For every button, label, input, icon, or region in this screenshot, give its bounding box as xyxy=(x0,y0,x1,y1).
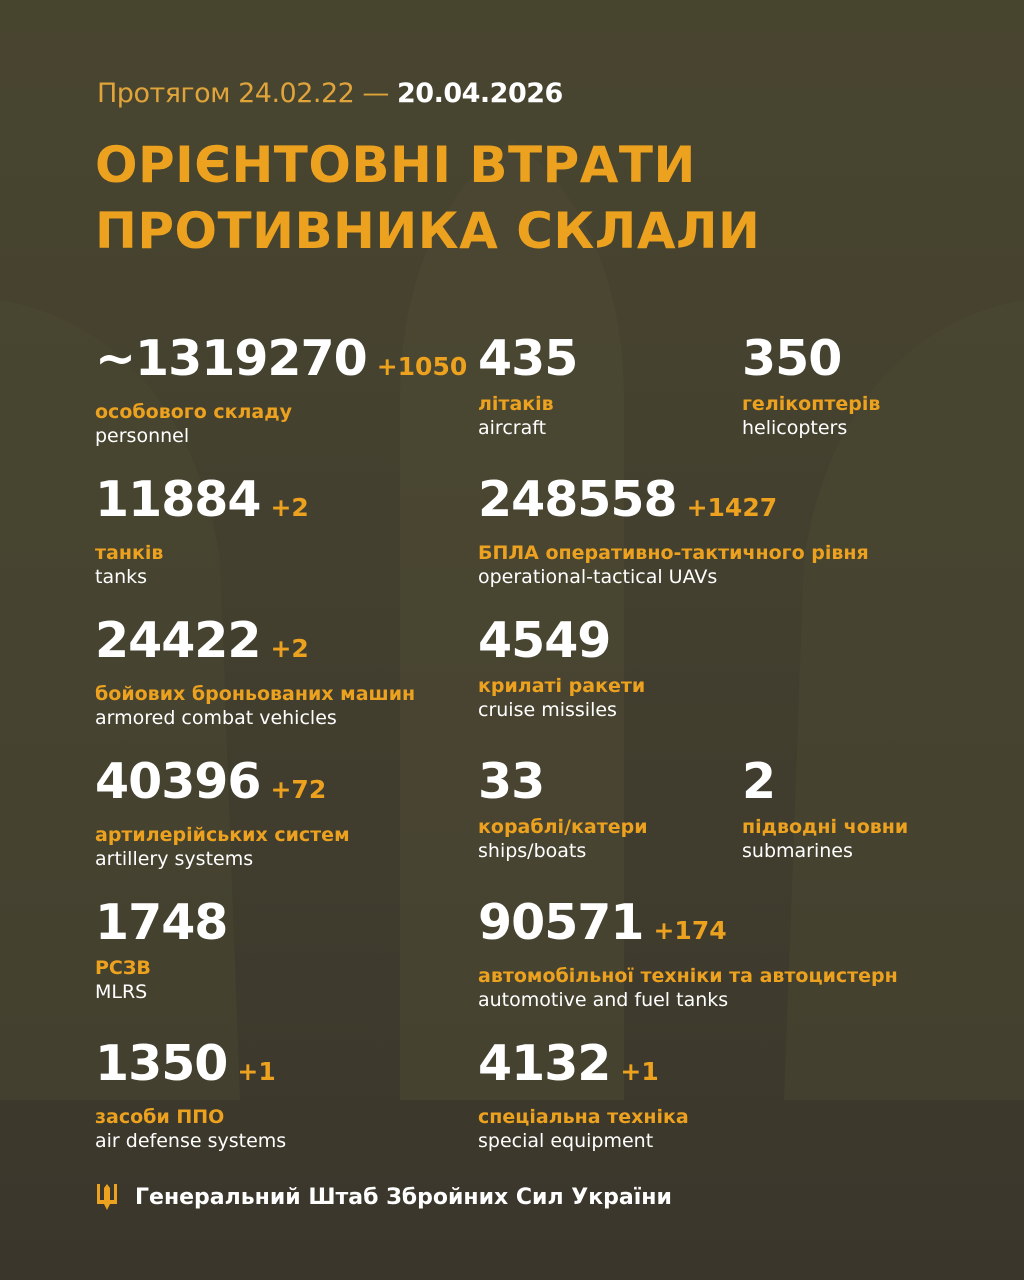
period-end: 20.04.2026 xyxy=(397,78,563,109)
trident-icon xyxy=(97,1184,117,1210)
stat-armored-combat-vehicles: 24422 +2 бойових броньованих машин armored … xyxy=(95,615,416,730)
stat-delta: +2 xyxy=(270,493,309,522)
stat-label-ua: гелікоптерів xyxy=(742,393,881,415)
stat-air-defense-systems: 1350 +1 засоби ППО air defense systems xyxy=(95,1038,287,1153)
stat-label-ua: бойових броньованих машин xyxy=(95,683,416,705)
stat-value: ~1319270 +1050 xyxy=(95,333,467,393)
title-line-1: ОРІЄНТОВНІ ВТРАТИ xyxy=(95,136,696,194)
stat-value: 24422 +2 xyxy=(95,615,415,675)
stat-label-ua: танків xyxy=(95,542,164,564)
value: 1350 xyxy=(95,1035,228,1092)
stat-label-ua: артилерійських систем xyxy=(95,824,350,846)
stat-delta: +1 xyxy=(620,1057,659,1086)
value: ~1319270 xyxy=(95,330,368,387)
stat-aircraft: 435 літаків aircraft xyxy=(478,330,578,440)
value: 33 xyxy=(478,753,545,810)
stat-label-en: operational-tactical UAVs xyxy=(478,566,718,588)
footer-text: Генеральний Штаб Збройних Сил України xyxy=(135,1184,672,1210)
stat-delta: +72 xyxy=(270,775,327,804)
value: 90571 xyxy=(478,894,644,951)
stat-personnel: ~1319270 +1050 особового складу personnel xyxy=(95,333,467,448)
value: 4132 xyxy=(478,1035,611,1092)
stat-value: 90571 +174 xyxy=(478,897,898,957)
stat-label-en: tanks xyxy=(95,566,148,588)
stat-label-en: ships/boats xyxy=(478,840,587,862)
stat-label-en: helicopters xyxy=(742,417,848,439)
title-line-2: ПРОТИВНИКА СКЛАЛИ xyxy=(95,202,761,260)
stat-tanks: 11884 +2 танків tanks xyxy=(95,474,309,589)
stat-label-ua: кораблі/катери xyxy=(478,816,648,838)
stat-artillery-systems: 40396 +72 артилерійських систем artillery s… xyxy=(95,756,350,871)
stat-label-ua: спеціальна техніка xyxy=(478,1106,689,1128)
stat-label-ua: РСЗВ xyxy=(95,957,151,979)
stat-value: 1748 xyxy=(95,894,228,951)
value: 4549 xyxy=(478,612,611,669)
stat-value: 248558 +1427 xyxy=(478,474,869,534)
stat-helicopters: 350 гелікоптерів helicopters xyxy=(742,333,881,440)
stat-label-ua: БПЛА оперативно-тактичного рівня xyxy=(478,542,869,564)
period-start: Протягом 24.02.22 — xyxy=(97,78,389,109)
stat-delta: +1 xyxy=(237,1057,276,1086)
stat-label-en: air defense systems xyxy=(95,1130,287,1152)
value: 11884 xyxy=(95,471,261,528)
stat-label-ua: літаків xyxy=(478,393,554,415)
value: 248558 xyxy=(478,471,678,528)
stat-label-en: cruise missiles xyxy=(478,699,617,721)
page-title: ОРІЄНТОВНІ ВТРАТИ ПРОТИВНИКА СКЛАЛИ xyxy=(95,132,760,264)
stat-label-ua: крилаті ракети xyxy=(478,675,646,697)
stat-delta: +2 xyxy=(270,634,309,663)
stat-special-equipment: 4132 +1 спеціальна техніка special equipmen… xyxy=(478,1038,689,1153)
stat-value: 4132 +1 xyxy=(478,1038,689,1098)
footer: Генеральний Штаб Збройних Сил України xyxy=(95,1182,672,1212)
stat-ships-boats: 33 кораблі/катери ships/boats xyxy=(478,756,648,863)
stat-label-ua: підводні човни xyxy=(742,816,909,838)
stat-value: 4549 xyxy=(478,615,645,667)
stat-label-en: automotive and fuel tanks xyxy=(478,989,729,1011)
stat-value: 11884 +2 xyxy=(95,474,309,534)
stat-label-en: MLRS xyxy=(95,981,148,1003)
stat-value: 1350 +1 xyxy=(95,1038,286,1098)
stat-label-en: submarines xyxy=(742,840,853,862)
stat-submarines: 2 підводні човни submarines xyxy=(742,756,909,863)
stat-value: 350 xyxy=(742,333,880,385)
stat-label-en: artillery systems xyxy=(95,848,254,870)
stat-value: 40396 +72 xyxy=(95,756,350,816)
value: 1748 xyxy=(95,894,228,951)
period: Протягом 24.02.22 — 20.04.2026 xyxy=(97,78,563,109)
stat-automotive-and-fuel-tanks: 90571 +174 автомобільної техніки та автоци… xyxy=(478,897,898,1012)
stat-label-ua: особового складу xyxy=(95,401,292,423)
stat-cruise-missiles: 4549 крилаті ракети cruise missiles xyxy=(478,615,646,722)
stat-delta: +1050 xyxy=(376,352,468,381)
value: 350 xyxy=(742,330,842,387)
value: 40396 xyxy=(95,753,261,810)
stat-operational-tactical-uavs: 248558 +1427 БПЛА оперативно-тактичного рі… xyxy=(478,474,869,589)
value: 24422 xyxy=(95,612,261,669)
stat-mlrs: 1748 РСЗВ MLRS xyxy=(95,894,228,1004)
stat-delta: +1427 xyxy=(686,493,778,522)
stat-label-en: personnel xyxy=(95,425,190,447)
stat-label-en: aircraft xyxy=(478,417,547,439)
stat-value: 435 xyxy=(478,330,578,387)
value: 435 xyxy=(478,330,578,387)
stat-label-ua: автомобільної техніки та автоцистерн xyxy=(478,965,898,987)
stat-label-en: armored combat vehicles xyxy=(95,707,337,729)
stat-label-ua: засоби ППО xyxy=(95,1106,225,1128)
stat-label-en: special equipment xyxy=(478,1130,654,1152)
stat-value: 33 xyxy=(478,756,648,808)
value: 2 xyxy=(742,753,776,810)
stat-delta: +174 xyxy=(653,916,727,945)
stat-value: 2 xyxy=(742,756,908,808)
